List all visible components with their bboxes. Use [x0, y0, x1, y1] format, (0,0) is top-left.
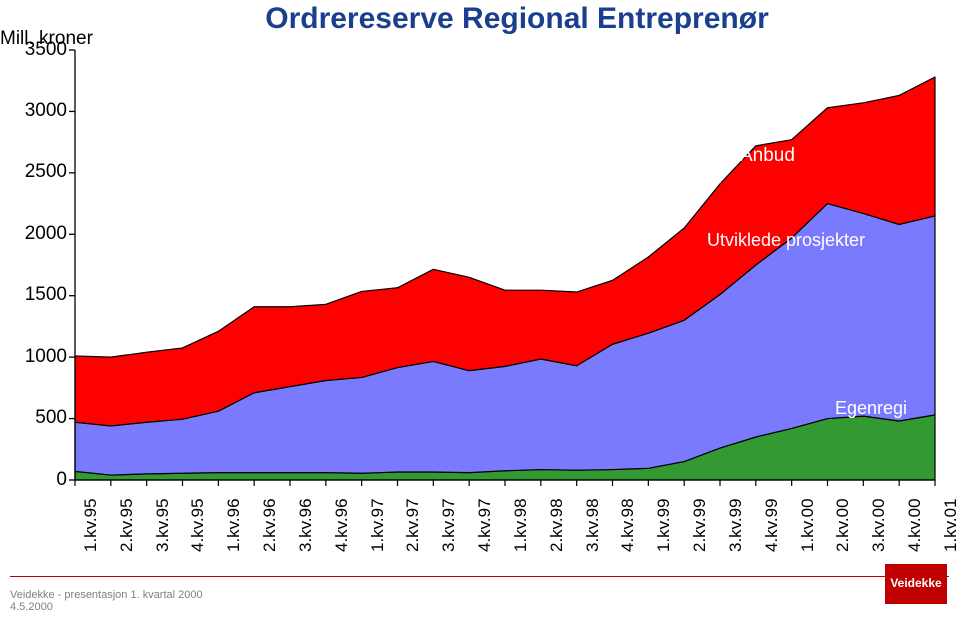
- x-tick-label: 1.kv.01: [941, 498, 959, 552]
- x-tick-label: 1.kv.99: [654, 498, 674, 552]
- x-tick-label: 1.kv.00: [798, 498, 818, 552]
- y-tick-label: 500: [17, 407, 67, 429]
- x-tick-label: 3.kv.95: [153, 498, 173, 552]
- x-tick-label: 4.kv.95: [188, 498, 208, 552]
- x-tick-label: 4.kv.00: [905, 498, 925, 552]
- series-label-utviklede prosjekter: Utviklede prosjekter: [707, 230, 865, 251]
- x-tick-label: 1.kv.98: [511, 498, 531, 552]
- y-tick-label: 3500: [17, 39, 67, 61]
- footer-line-2: 4.5.2000: [10, 601, 203, 613]
- x-tick-label: 1.kv.95: [81, 498, 101, 552]
- x-tick-label: 3.kv.00: [869, 498, 889, 552]
- x-tick-label: 3.kv.96: [296, 498, 316, 552]
- y-tick-label: 3000: [17, 100, 67, 122]
- x-tick-label: 3.kv.98: [583, 498, 603, 552]
- y-tick-label: 0: [17, 469, 67, 491]
- x-tick-label: 4.kv.97: [475, 498, 495, 552]
- x-tick-label: 2.kv.98: [547, 498, 567, 552]
- series-label-egenregi: Egenregi: [835, 398, 907, 419]
- x-tick-label: 4.kv.98: [618, 498, 638, 552]
- x-tick-label: 2.kv.96: [260, 498, 280, 552]
- x-tick-label: 2.kv.99: [690, 498, 710, 552]
- x-tick-label: 4.kv.99: [762, 498, 782, 552]
- x-tick-label: 1.kv.96: [224, 498, 244, 552]
- chart-title: Ordrereserve Regional Entreprenør: [115, 2, 919, 36]
- x-tick-label: 4.kv.96: [332, 498, 352, 552]
- brand-logo-text: Veidekke: [885, 564, 947, 590]
- x-tick-label: 3.kv.97: [439, 498, 459, 552]
- brand-logo: Veidekke: [885, 564, 947, 604]
- y-tick-label: 1000: [17, 346, 67, 368]
- footer: Veidekke - presentasjon 1. kvartal 2000 …: [10, 589, 203, 613]
- series-label-anbud: Anbud: [740, 145, 795, 167]
- chart-plot-area: [75, 50, 935, 480]
- y-tick-label: 2500: [17, 161, 67, 183]
- footer-divider: [10, 576, 949, 577]
- y-tick-label: 1500: [17, 284, 67, 306]
- x-tick-label: 2.kv.00: [833, 498, 853, 552]
- footer-line-1: Veidekke - presentasjon 1. kvartal 2000: [10, 589, 203, 601]
- y-tick-label: 2000: [17, 223, 67, 245]
- x-tick-label: 2.kv.95: [117, 498, 137, 552]
- x-tick-label: 1.kv.97: [368, 498, 388, 552]
- x-tick-label: 3.kv.99: [726, 498, 746, 552]
- x-tick-label: 2.kv.97: [403, 498, 423, 552]
